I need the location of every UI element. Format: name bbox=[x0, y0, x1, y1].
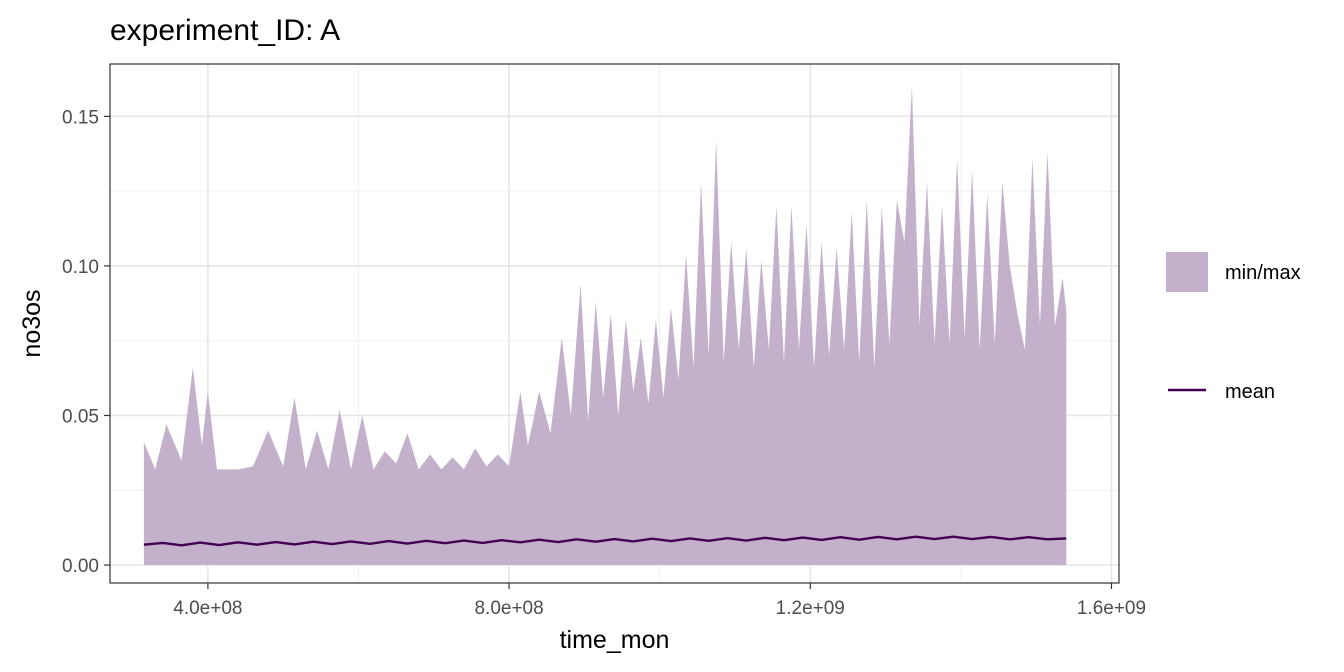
y-tick-label: 0.15 bbox=[62, 107, 99, 128]
legend: min/max mean bbox=[1166, 252, 1301, 403]
mean-line bbox=[143, 535, 1067, 547]
y-tick-label: 0.10 bbox=[62, 257, 99, 278]
y-axis-title: no3os bbox=[18, 289, 46, 357]
plot-panel-border bbox=[109, 63, 1120, 584]
legend-label-mean: mean bbox=[1225, 381, 1275, 403]
legend-label-minmax: min/max bbox=[1225, 262, 1301, 284]
x-axis: 4.0e+08 8.0e+08 1.2e+09 1.6e+09 bbox=[173, 583, 1146, 619]
ribbon-layer bbox=[143, 86, 1067, 566]
x-tick-label: 1.6e+09 bbox=[1077, 598, 1146, 619]
minmax-ribbon bbox=[143, 86, 1067, 566]
legend-key-minmax bbox=[1166, 252, 1208, 292]
grid bbox=[110, 64, 1119, 583]
y-axis: 0.00 0.05 0.10 0.15 bbox=[62, 107, 110, 577]
chart-title: experiment_ID: A bbox=[110, 14, 340, 47]
x-tick-label: 8.0e+08 bbox=[474, 598, 543, 619]
x-tick-label: 4.0e+08 bbox=[173, 598, 242, 619]
y-tick-label: 0.05 bbox=[62, 406, 99, 427]
x-tick-label: 1.2e+09 bbox=[776, 598, 845, 619]
x-axis-title: time_mon bbox=[560, 626, 670, 654]
y-tick-label: 0.00 bbox=[62, 556, 99, 577]
line-layer bbox=[143, 535, 1067, 547]
